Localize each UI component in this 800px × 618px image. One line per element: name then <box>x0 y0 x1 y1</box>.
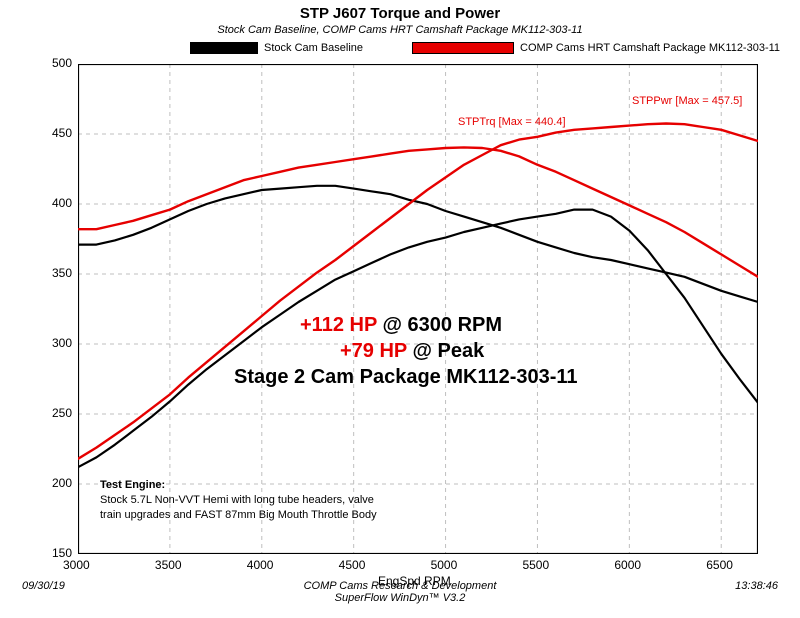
y-tick-label: 350 <box>52 266 72 280</box>
legend-swatch <box>190 42 258 54</box>
test-engine-note: Test Engine: Stock 5.7L Non-VVT Hemi wit… <box>100 478 377 523</box>
legend-item-comp: COMP Cams HRT Camshaft Package MK112-303… <box>412 42 780 54</box>
y-tick-label: 450 <box>52 126 72 140</box>
page-root: { "title": { "text": "STP J607 Torque an… <box>0 0 800 618</box>
chart-title: STP J607 Torque and Power <box>0 5 800 22</box>
footer-center: COMP Cams Research & Development SuperFl… <box>0 580 800 604</box>
footer-line1: COMP Cams Research & Development <box>0 580 800 592</box>
x-tick-label: 3500 <box>155 558 182 572</box>
legend-label: Stock Cam Baseline <box>264 42 363 54</box>
callout-text: +79 HP @ Peak <box>340 340 484 363</box>
x-tick-label: 4500 <box>339 558 366 572</box>
x-tick-label: 3000 <box>63 558 90 572</box>
chart-subtitle: Stock Cam Baseline, COMP Cams HRT Camsha… <box>0 24 800 36</box>
x-tick-label: 6500 <box>706 558 733 572</box>
callout-text: Stage 2 Cam Package MK112-303-11 <box>234 366 578 389</box>
x-tick-label: 5500 <box>522 558 549 572</box>
legend-label: COMP Cams HRT Camshaft Package MK112-303… <box>520 42 780 54</box>
y-tick-label: 300 <box>52 336 72 350</box>
test-engine-header: Test Engine: <box>100 478 377 493</box>
y-tick-label: 250 <box>52 406 72 420</box>
legend-item-stock: Stock Cam Baseline <box>190 42 363 54</box>
y-tick-label: 400 <box>52 196 72 210</box>
y-tick-label: 200 <box>52 476 72 490</box>
legend: Stock Cam Baseline COMP Cams HRT Camshaf… <box>0 42 800 60</box>
y-tick-label: 500 <box>52 56 72 70</box>
footer-line2: SuperFlow WinDyn™ V3.2 <box>0 592 800 604</box>
peak-label: STPPwr [Max = 457.5] <box>632 95 742 107</box>
test-engine-line: train upgrades and FAST 87mm Big Mouth T… <box>100 508 377 523</box>
x-tick-label: 5000 <box>431 558 458 572</box>
footer-time: 13:38:46 <box>735 580 778 592</box>
legend-swatch <box>412 42 514 54</box>
callout-text: +112 HP @ 6300 RPM <box>300 314 502 337</box>
peak-label: STPTrq [Max = 440.4] <box>458 116 566 128</box>
x-tick-label: 6000 <box>614 558 641 572</box>
x-tick-label: 4000 <box>247 558 274 572</box>
test-engine-line: Stock 5.7L Non-VVT Hemi with long tube h… <box>100 493 377 508</box>
